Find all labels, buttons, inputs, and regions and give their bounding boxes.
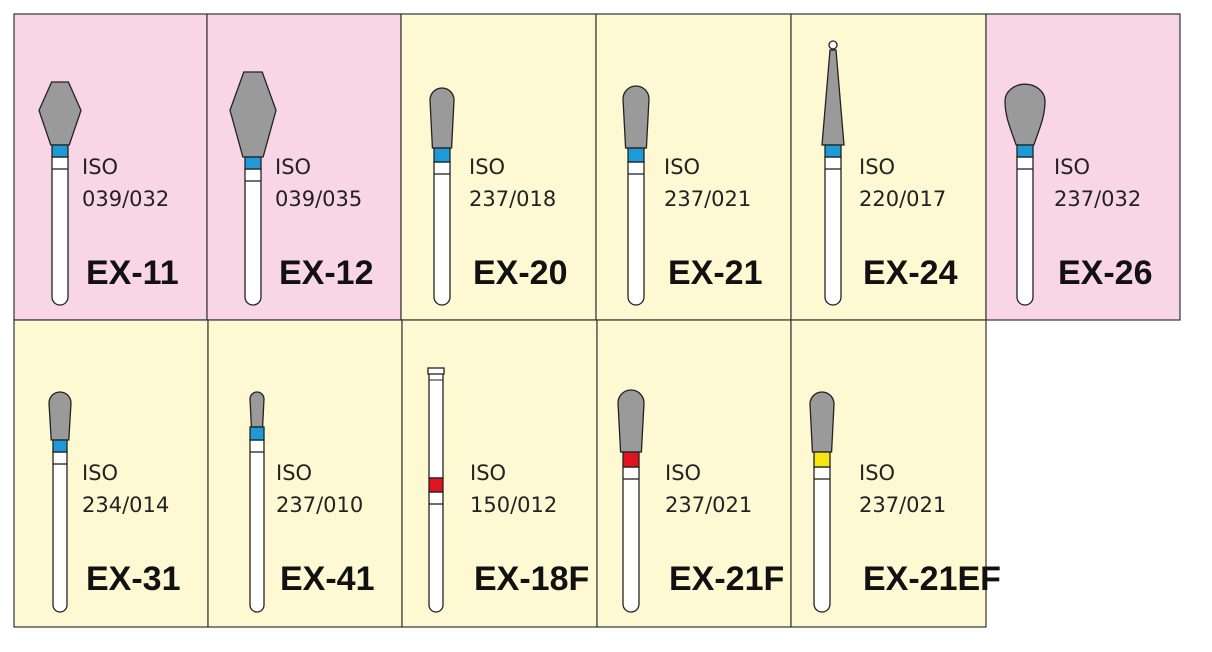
cell xyxy=(13,319,209,628)
cell xyxy=(206,13,402,321)
head xyxy=(429,87,455,149)
product-name: EX-21 xyxy=(668,254,763,292)
product-name: EX-31 xyxy=(86,560,181,598)
color-band xyxy=(813,451,831,468)
color-band xyxy=(824,144,842,158)
shaft xyxy=(428,371,444,479)
iso-size: 220/017 xyxy=(859,187,946,211)
iso-size: 234/014 xyxy=(82,493,169,517)
iso-size: 237/021 xyxy=(665,493,752,517)
iso-size: 237/021 xyxy=(859,493,946,517)
cell xyxy=(13,13,208,321)
product-name: EX-11 xyxy=(86,254,179,292)
iso-label: ISO xyxy=(665,461,701,485)
shank xyxy=(249,439,265,613)
iso-size: 237/021 xyxy=(664,187,751,211)
shank xyxy=(433,161,451,306)
product-name: EX-21EF xyxy=(863,560,1001,598)
iso-label: ISO xyxy=(859,155,895,179)
shank xyxy=(813,466,831,613)
shank xyxy=(627,161,645,306)
shank xyxy=(824,156,842,306)
shank xyxy=(1016,156,1034,306)
iso-size: 039/032 xyxy=(82,187,169,211)
cell xyxy=(207,319,403,628)
iso-size: 237/018 xyxy=(469,187,556,211)
head xyxy=(1004,83,1046,146)
iso-label: ISO xyxy=(859,461,895,485)
color-band xyxy=(249,426,265,441)
head xyxy=(617,389,645,453)
product-name: EX-26 xyxy=(1058,254,1153,292)
cell xyxy=(790,13,987,321)
color-band xyxy=(244,156,262,170)
cap xyxy=(427,367,445,375)
product-name: EX-21F xyxy=(669,560,784,598)
head xyxy=(48,391,72,441)
shank xyxy=(428,491,444,613)
iso-label: ISO xyxy=(470,461,506,485)
head xyxy=(809,391,835,453)
head xyxy=(229,71,277,158)
shank xyxy=(51,156,69,306)
iso-label: ISO xyxy=(276,461,312,485)
product-name: EX-41 xyxy=(280,560,375,598)
color-band xyxy=(433,147,451,163)
iso-label: ISO xyxy=(82,461,118,485)
product-name: EX-18F xyxy=(474,560,589,598)
product-name: EX-12 xyxy=(279,254,374,292)
color-band xyxy=(1016,144,1034,158)
iso-size: 237/010 xyxy=(276,493,363,517)
iso-size: 237/032 xyxy=(1054,187,1141,211)
color-band xyxy=(627,147,645,163)
iso-label: ISO xyxy=(469,155,505,179)
color-band xyxy=(51,144,69,158)
shank xyxy=(52,451,68,613)
iso-label: ISO xyxy=(275,155,311,179)
color-band xyxy=(622,451,640,468)
head xyxy=(622,85,650,149)
iso-label: ISO xyxy=(664,155,700,179)
shank xyxy=(244,168,262,306)
shank xyxy=(622,466,640,613)
tip xyxy=(828,40,838,50)
iso-label: ISO xyxy=(1054,155,1090,179)
head xyxy=(249,391,265,428)
color-band xyxy=(428,477,444,493)
iso-size: 150/012 xyxy=(470,493,557,517)
product-name: EX-20 xyxy=(473,254,568,292)
product-name: EX-24 xyxy=(863,254,958,292)
iso-label: ISO xyxy=(82,155,118,179)
color-band xyxy=(52,439,68,453)
iso-size: 039/035 xyxy=(275,187,362,211)
head xyxy=(38,81,82,146)
